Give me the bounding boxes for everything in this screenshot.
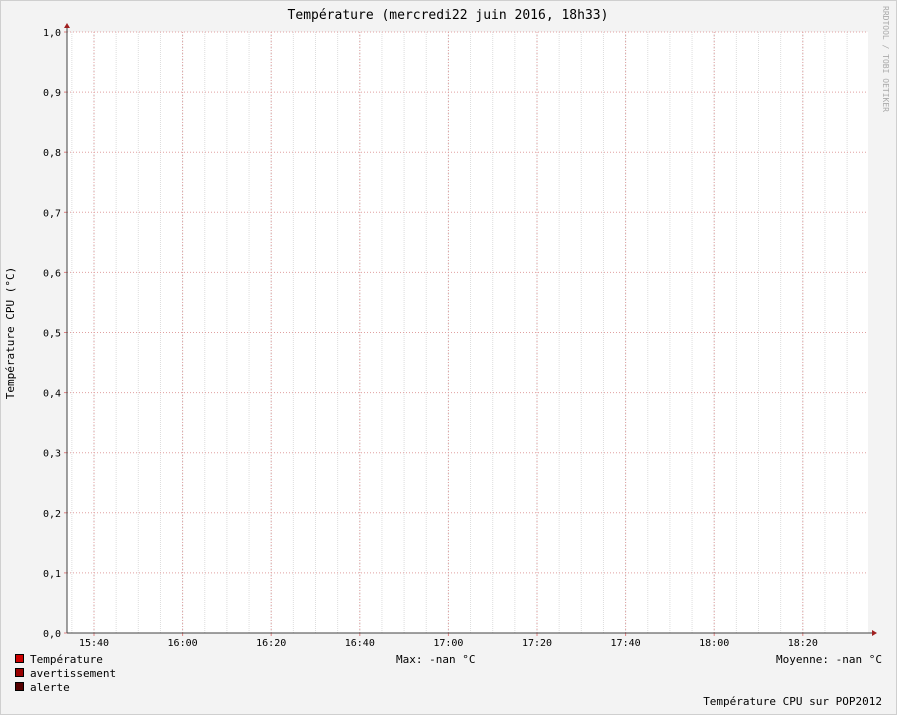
- x-tick-labels: 15:40 16:00 16:20 16:40 17:00 17:20 17:40 18:00…: [79, 638, 818, 649]
- y-tick-label: 0,5: [43, 329, 61, 340]
- y-tick-label: 0,7: [43, 208, 61, 219]
- legend-label: Température: [30, 653, 103, 666]
- legend-swatch: [15, 654, 24, 663]
- y-tick-label: 0,0: [43, 629, 61, 640]
- watermark: RRDTOOL / TOBI OETIKER: [881, 6, 890, 112]
- major-grid: [64, 31, 868, 636]
- y-tick-label: 0,4: [43, 389, 61, 400]
- y-tick-label: 0,2: [43, 509, 61, 520]
- legend-label: avertissement: [30, 667, 116, 680]
- x-tick-label: 17:20: [522, 638, 552, 649]
- x-tick-label: 18:20: [788, 638, 818, 649]
- x-axis-arrow: [872, 630, 877, 636]
- chart-footer: Température CPU sur POP2012: [703, 695, 882, 708]
- chart-title: Température (mercredi22 juin 2016, 18h33…: [288, 8, 609, 23]
- y-axis-arrow: [64, 23, 70, 28]
- y-axis-label: Température CPU (°C): [4, 267, 17, 399]
- x-tick-label: 17:00: [433, 638, 463, 649]
- y-tick-label: 1,0: [43, 28, 61, 39]
- x-tick-label: 18:00: [699, 638, 729, 649]
- y-tick-label: 0,8: [43, 148, 61, 159]
- y-tick-label: 0,1: [43, 569, 61, 580]
- x-tick-label: 16:20: [256, 638, 286, 649]
- x-tick-label: 16:00: [168, 638, 198, 649]
- x-tick-label: 16:40: [345, 638, 375, 649]
- axes: [64, 23, 877, 636]
- legend-swatch: [15, 682, 24, 691]
- plot-area: [67, 32, 868, 633]
- x-tick-label: 15:40: [79, 638, 109, 649]
- legend-label: alerte: [30, 681, 70, 694]
- y-tick-label: 0,6: [43, 268, 61, 279]
- y-tick-labels: 0,0 0,1 0,2 0,3 0,4 0,5 0,6 0,7 0,8 0,9 1,0: [43, 28, 61, 640]
- stat-mean: Moyenne: -nan °C: [776, 653, 882, 666]
- legend-swatch: [15, 668, 24, 677]
- stat-max: Max: -nan °C: [396, 653, 475, 666]
- y-tick-label: 0,9: [43, 88, 61, 99]
- x-tick-label: 17:40: [611, 638, 641, 649]
- y-tick-label: 0,3: [43, 449, 61, 460]
